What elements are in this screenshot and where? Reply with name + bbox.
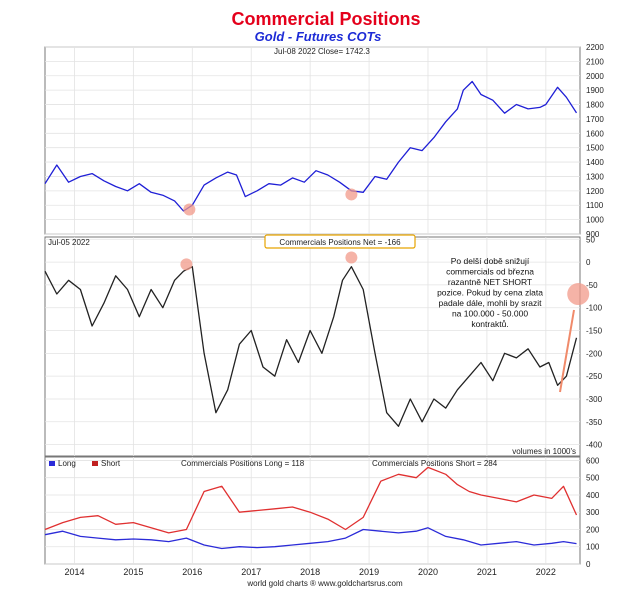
y-tick-label: 400 [586, 491, 600, 500]
units-label: volumes in 1000's [512, 447, 576, 456]
legend-long-label: Long [58, 459, 76, 468]
chart-subtitle: Gold - Futures COTs [255, 29, 382, 44]
short-position-label: Commercials Positions Short = 284 [372, 459, 498, 468]
annotation-arrow [559, 309, 575, 393]
net-panel [44, 236, 581, 457]
y-tick-label: 2200 [586, 43, 604, 52]
y-tick-label: -150 [586, 327, 603, 336]
y-tick-label: 1400 [586, 158, 604, 167]
y-tick-label: -200 [586, 349, 603, 358]
y-tick-label: 1800 [586, 101, 604, 110]
y-tick-label: 1700 [586, 115, 604, 124]
x-tick-label: 2022 [536, 567, 556, 577]
y-tick-label: 1100 [586, 201, 604, 210]
x-tick-label: 2014 [64, 567, 84, 577]
series-line-panel3-0 [44, 527, 577, 550]
series-line-panel2-0 [44, 266, 578, 427]
x-tick-label: 2020 [418, 567, 438, 577]
x-tick-label: 2021 [477, 567, 497, 577]
y-tick-label: -350 [586, 418, 603, 427]
y-tick-label: 1500 [586, 144, 604, 153]
chart-title: Commercial Positions [231, 9, 420, 29]
price-panel-header: Jul-08 2022 Close= 1742.3 [274, 47, 370, 56]
y-tick-label: 100 [586, 543, 600, 552]
y-tick-label: -100 [586, 304, 603, 313]
x-tick-label: 2017 [241, 567, 261, 577]
y-tick-label: 50 [586, 235, 595, 244]
y-tick-label: 2000 [586, 72, 604, 81]
positions-panel [44, 456, 581, 565]
highlight-marker [567, 283, 590, 306]
y-tick-label: 1200 [586, 187, 604, 196]
highlight-marker [180, 258, 193, 271]
y-tick-label: 1900 [586, 86, 604, 95]
net-label: Commercials Positions Net = -166 [279, 238, 401, 247]
annotation-text: Po delší době snižují commercials od břez… [437, 256, 543, 329]
series-line-panel1-0 [44, 80, 578, 212]
y-tick-label: 0 [586, 560, 591, 569]
long-position-label: Commercials Positions Long = 118 [181, 459, 305, 468]
y-tick-label: -250 [586, 372, 603, 381]
y-tick-label: 900 [586, 230, 600, 239]
legend-long-swatch [49, 461, 55, 466]
y-tick-label: -300 [586, 395, 603, 404]
y-tick-label: 600 [586, 456, 600, 465]
y-tick-label: -400 [586, 441, 603, 450]
x-tick-label: 2015 [123, 567, 143, 577]
highlight-marker [183, 203, 196, 216]
x-tick-label: 2018 [300, 567, 320, 577]
y-tick-label: 200 [586, 525, 600, 534]
net-panel-header: Jul-05 2022 [48, 238, 90, 247]
highlight-marker [345, 251, 358, 264]
highlight-marker [345, 188, 358, 201]
legend-short-label: Short [101, 459, 121, 468]
net-label-box [264, 234, 416, 249]
x-tick-label: 2016 [182, 567, 202, 577]
y-tick-label: 1600 [586, 129, 604, 138]
y-tick-label: 300 [586, 508, 600, 517]
y-tick-label: 2100 [586, 57, 604, 66]
y-tick-label: 1000 [586, 216, 604, 225]
y-tick-label: -50 [586, 281, 598, 290]
series-line-panel3-1 [44, 466, 578, 534]
x-tick-label: 2019 [359, 567, 379, 577]
y-tick-label: 0 [586, 258, 591, 267]
y-tick-label: 500 [586, 474, 600, 483]
legend-short-swatch [92, 461, 98, 466]
chart-credit: world gold charts ® www.goldchartsrus.co… [246, 579, 403, 588]
y-tick-label: 1300 [586, 172, 604, 181]
price-panel [44, 46, 581, 235]
